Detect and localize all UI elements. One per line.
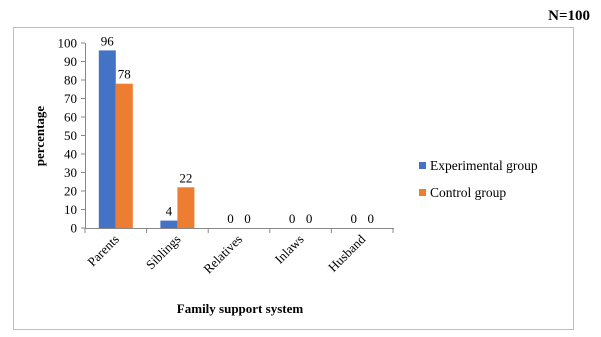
y-tick-label: 100 — [58, 36, 78, 51]
data-label: 4 — [166, 204, 173, 219]
y-tick-label: 20 — [64, 184, 77, 199]
y-tick-label: 30 — [64, 165, 77, 180]
data-label: 0 — [289, 211, 296, 226]
bar-experimental — [160, 220, 178, 228]
legend-swatch — [419, 189, 426, 196]
y-axis-label: percentage — [32, 106, 47, 167]
y-tick-label: 0 — [71, 221, 78, 236]
data-label: 96 — [101, 33, 115, 48]
legend-label: Experimental group — [430, 158, 538, 173]
legend-label: Control group — [430, 185, 506, 200]
y-tick-label: 40 — [64, 147, 77, 162]
legend: Experimental group Control group — [419, 158, 538, 200]
y-tick-label: 60 — [64, 110, 77, 125]
bar-control — [177, 187, 195, 228]
y-tick-label: 80 — [64, 73, 77, 88]
y-tick-label: 10 — [64, 202, 77, 217]
chart-frame — [13, 27, 574, 330]
y-tick-label: 50 — [64, 128, 77, 143]
data-label: 22 — [179, 170, 192, 185]
sample-size-note: N=100 — [548, 8, 590, 24]
data-label: 0 — [227, 211, 234, 226]
x-axis-label: Family support system — [177, 301, 304, 316]
bar-control — [115, 83, 133, 228]
data-label: 0 — [244, 211, 251, 226]
bar-experimental — [98, 50, 116, 229]
data-label: 0 — [367, 211, 374, 226]
y-tick-label: 90 — [64, 54, 77, 69]
legend-swatch — [419, 162, 426, 169]
data-label: 78 — [118, 67, 131, 82]
data-label: 0 — [306, 211, 313, 226]
y-tick-label: 70 — [64, 91, 77, 106]
data-label: 0 — [350, 211, 357, 226]
